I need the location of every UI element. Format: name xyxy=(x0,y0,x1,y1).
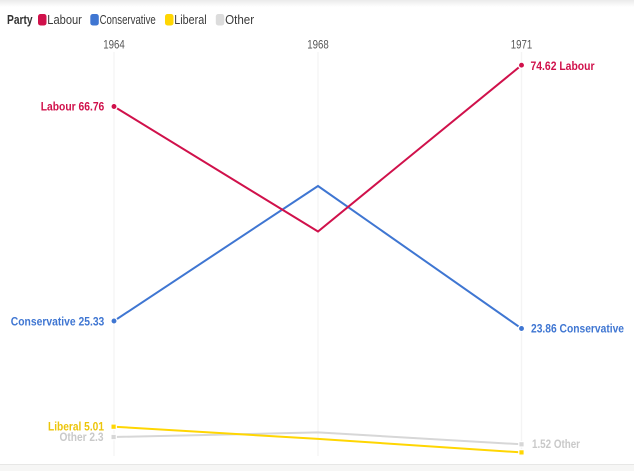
svg-text:1.52 Other: 1.52 Other xyxy=(532,437,580,451)
svg-text:Party: Party xyxy=(7,13,33,27)
svg-text:Other: Other xyxy=(225,13,254,27)
svg-text:Liberal: Liberal xyxy=(174,13,206,27)
svg-text:74.62 Labour: 74.62 Labour xyxy=(531,59,595,73)
svg-text:1968: 1968 xyxy=(307,40,329,52)
svg-text:1964: 1964 xyxy=(103,40,125,52)
svg-text:Labour 66.76: Labour 66.76 xyxy=(41,99,105,113)
svg-text:Other 2.3: Other 2.3 xyxy=(60,430,104,444)
svg-text:1971: 1971 xyxy=(511,40,533,52)
svg-text:Liberal 5.01: Liberal 5.01 xyxy=(48,420,104,434)
svg-text:Conservative 25.33: Conservative 25.33 xyxy=(11,314,105,328)
svg-text:Conservative: Conservative xyxy=(100,13,156,27)
svg-text:Labour: Labour xyxy=(47,13,82,27)
svg-text:23.86 Conservative: 23.86 Conservative xyxy=(531,322,624,336)
